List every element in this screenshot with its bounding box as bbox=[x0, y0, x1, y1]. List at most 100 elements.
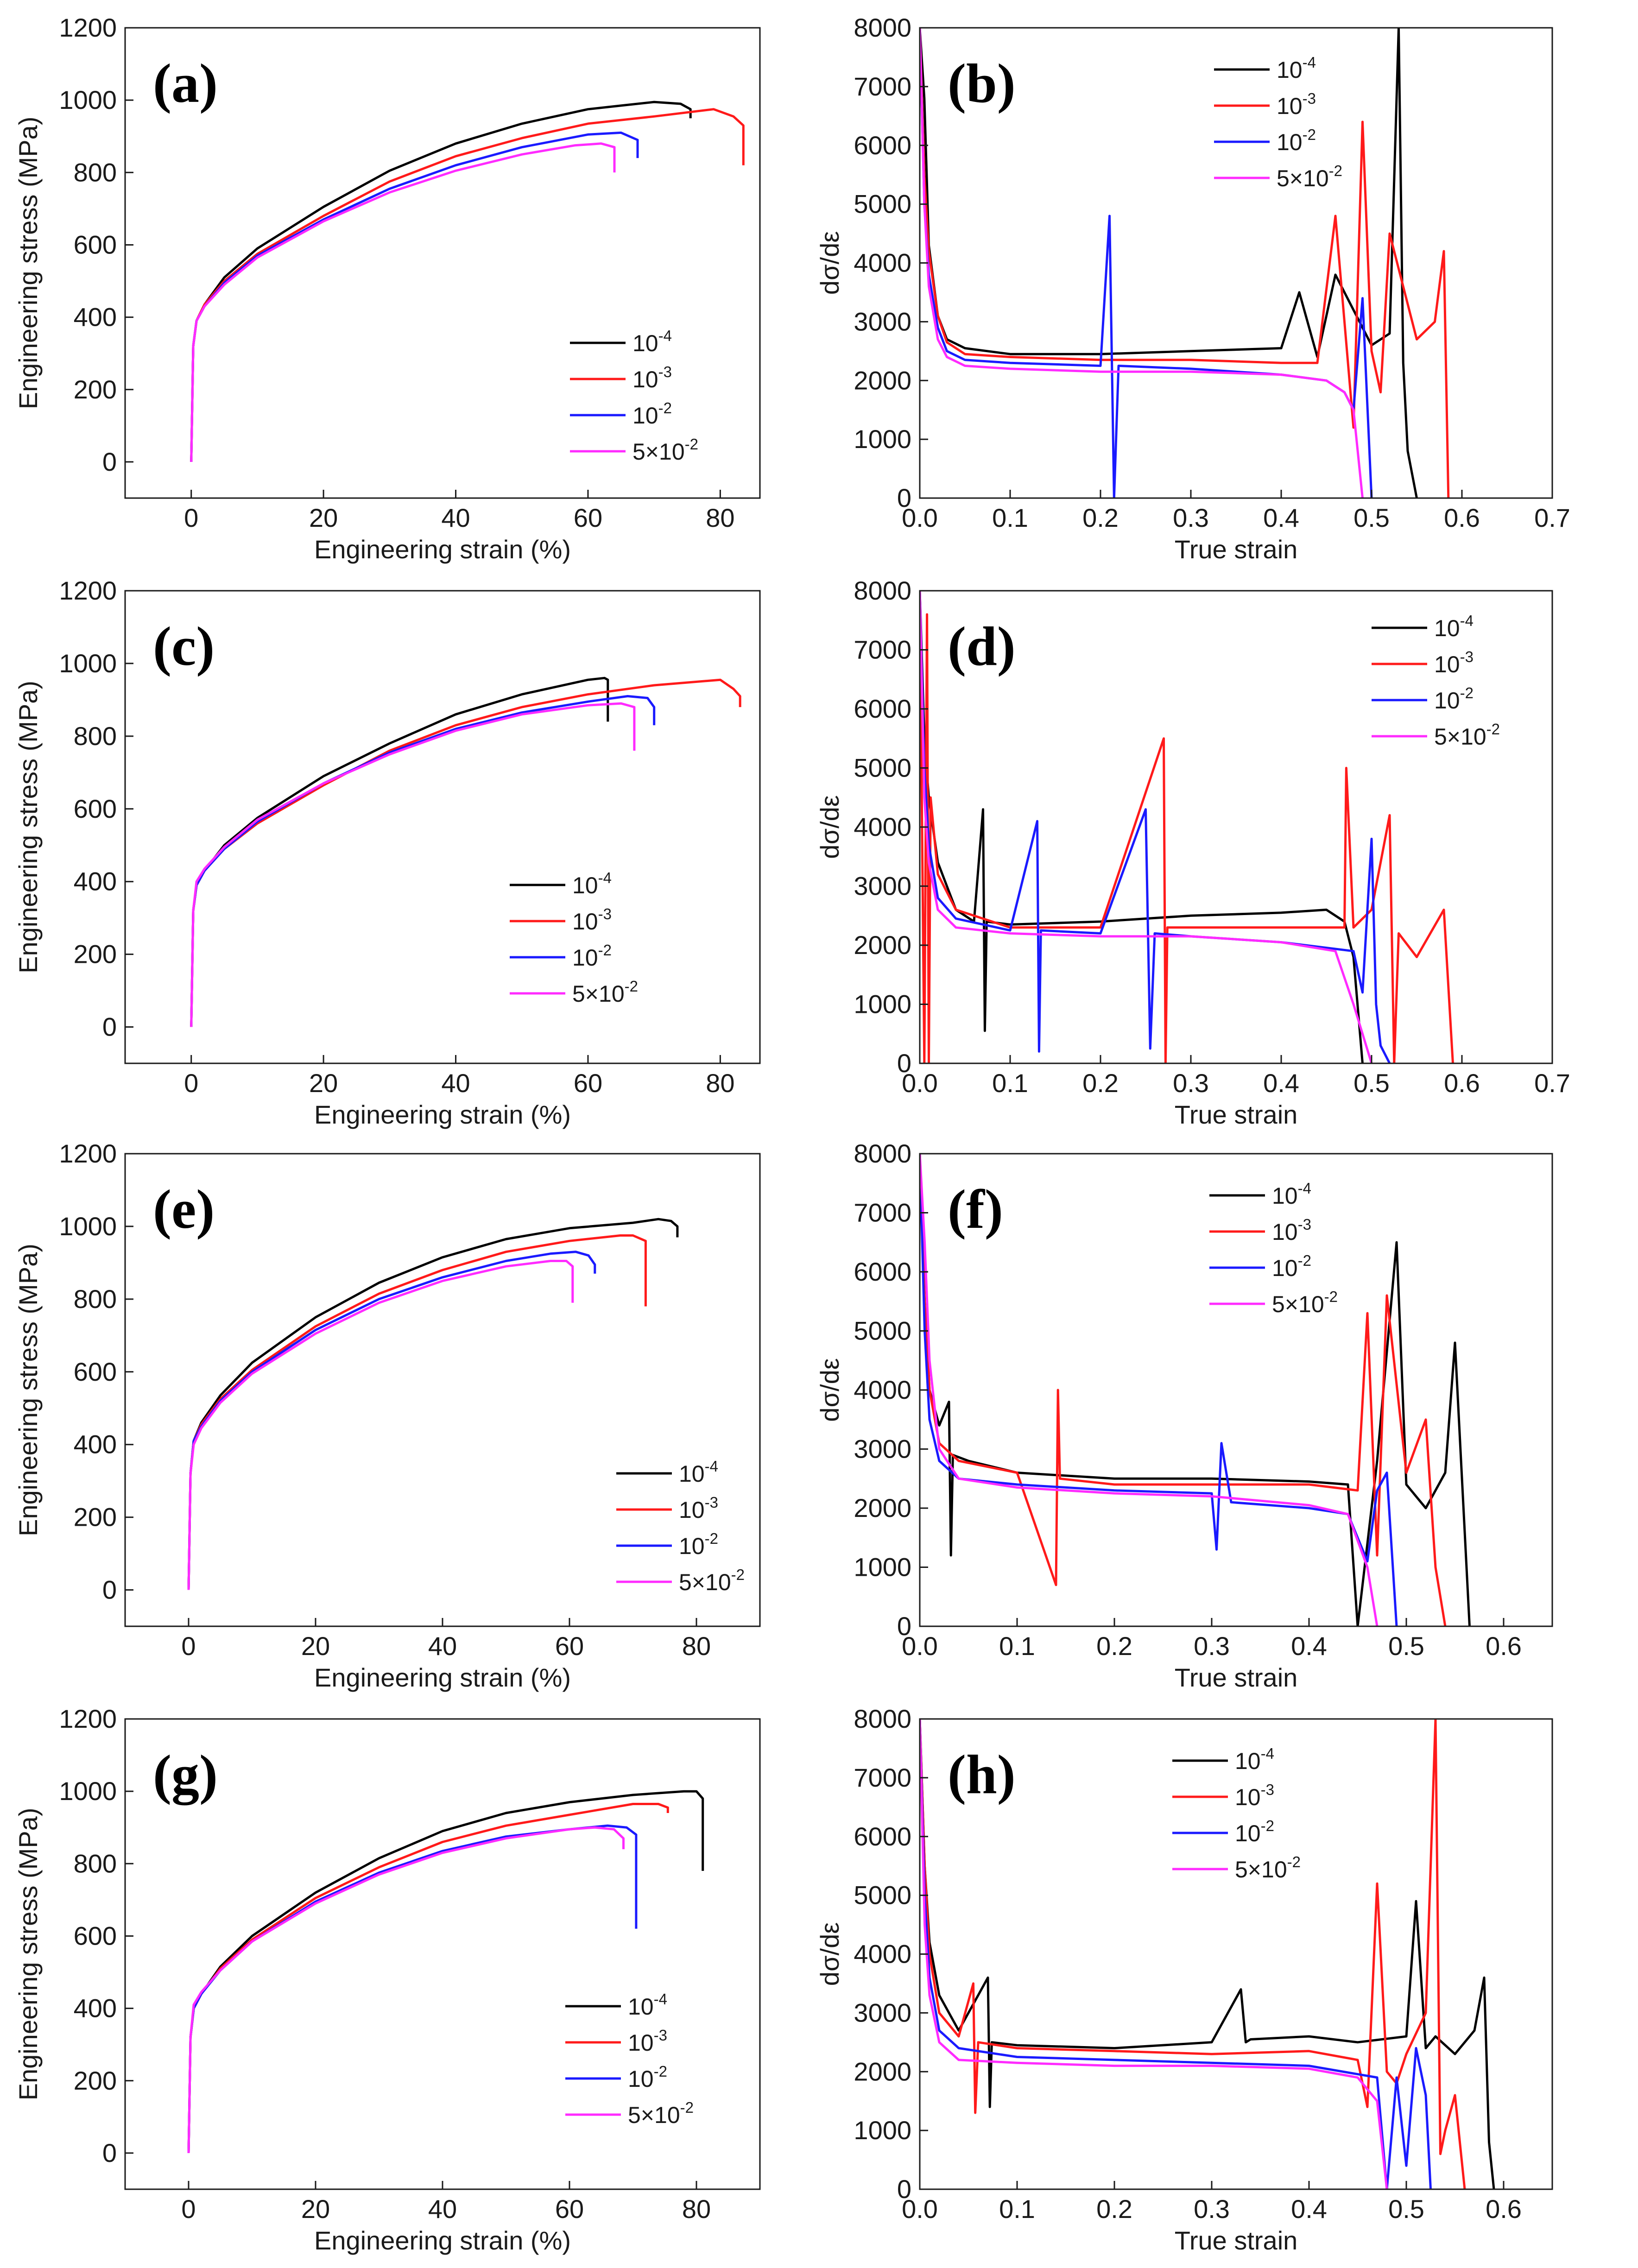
legend-entry: 10-2 bbox=[632, 399, 672, 429]
y-tick-label: 200 bbox=[74, 375, 117, 404]
x-tick-label: 0.4 bbox=[1263, 503, 1299, 532]
y-tick-label: 2000 bbox=[854, 366, 911, 395]
series-group bbox=[920, 1719, 1495, 2189]
y-tick-label: 7000 bbox=[854, 1198, 911, 1227]
y-tick-label: 600 bbox=[74, 1921, 117, 1950]
x-tick-label: 40 bbox=[441, 503, 470, 532]
panel-b: 0.0 0.1 0.2 0.3 0.4 0.5 0.6 0.7 0 1000 2000 3000 400… bbox=[815, 13, 1570, 564]
panel-label: (b) bbox=[948, 52, 1016, 114]
x-tick-label: 0.4 bbox=[1291, 2194, 1327, 2224]
legend: 10-4 10-3 10-2 5×10-2 bbox=[616, 1458, 745, 1595]
y-tick-label: 3000 bbox=[854, 307, 911, 336]
y-tick-label: 6000 bbox=[854, 1822, 911, 1851]
x-tick-label: 0 bbox=[184, 503, 198, 532]
x-tick-label: 0.5 bbox=[1388, 1631, 1424, 1661]
y-tick-label: 1200 bbox=[59, 1139, 117, 1168]
y-tick-label: 200 bbox=[74, 2066, 117, 2095]
panel-h: 0.0 0.1 0.2 0.3 0.4 0.5 0.6 0 1000 2000 3000 4000 50… bbox=[815, 1704, 1553, 2255]
x-axis-label: Engineering strain (%) bbox=[314, 1100, 571, 1129]
y-tick-label: 8000 bbox=[854, 576, 911, 605]
panel-c: 0 20 40 60 80020040060080010001200Engineerin… bbox=[13, 576, 761, 1129]
x-tick-label: 0.2 bbox=[1082, 503, 1119, 532]
legend: 10-4 10-3 10-2 5×10-2 bbox=[1214, 54, 1342, 191]
series-group bbox=[920, 1154, 1471, 1626]
panel-label: (a) bbox=[153, 52, 218, 114]
y-tick-label: 4000 bbox=[854, 248, 911, 278]
y-tick-label: 200 bbox=[74, 940, 117, 969]
series-line-3 bbox=[190, 131, 639, 462]
x-axis-label: Engineering strain (%) bbox=[314, 2226, 571, 2255]
legend: 10-4 10-3 10-2 5×10-2 bbox=[565, 1990, 694, 2128]
series-group bbox=[187, 1790, 704, 2153]
x-tick-label: 0.4 bbox=[1263, 1068, 1299, 1098]
y-tick-label: 1200 bbox=[59, 13, 117, 42]
y-tick-label: 1000 bbox=[59, 1212, 117, 1241]
y-tick-label: 0 bbox=[102, 2138, 117, 2167]
x-tick-label: 0.7 bbox=[1534, 1068, 1570, 1098]
x-tick-label: 40 bbox=[428, 1631, 457, 1661]
legend-entry: 10-2 bbox=[1272, 1252, 1311, 1281]
panel-label: (f) bbox=[948, 1178, 1003, 1240]
y-tick-label: 600 bbox=[74, 1357, 117, 1386]
x-tick-label: 0.3 bbox=[1194, 2194, 1230, 2224]
series-line-2 bbox=[920, 1154, 1447, 1626]
series-line-4 bbox=[920, 28, 1364, 498]
y-tick-label: 1000 bbox=[854, 424, 911, 454]
y-tick-label: 0 bbox=[102, 1012, 117, 1042]
legend-entry: 10-4 bbox=[572, 869, 612, 898]
x-tick-label: 0.0 bbox=[902, 503, 938, 532]
series-line-4 bbox=[190, 142, 616, 462]
legend-entry: 10-3 bbox=[1277, 90, 1316, 119]
y-tick-label: 0 bbox=[897, 1049, 911, 1078]
y-tick-label: 6000 bbox=[854, 131, 911, 160]
plot-frame bbox=[124, 590, 761, 1064]
panel-label: (g) bbox=[153, 1744, 218, 1806]
series-line-1 bbox=[920, 1719, 1495, 2189]
y-tick-label: 7000 bbox=[854, 72, 911, 101]
series-line-1 bbox=[187, 1790, 704, 2153]
legend-entry: 5×10-2 bbox=[679, 1566, 745, 1595]
legend-entry: 10-4 bbox=[679, 1458, 718, 1487]
legend-entry: 10-2 bbox=[572, 941, 612, 971]
series-line-2 bbox=[920, 591, 1454, 1063]
x-axis-label: True strain bbox=[1175, 1100, 1298, 1129]
series-group bbox=[920, 28, 1450, 498]
x-tick-label: 80 bbox=[682, 2194, 711, 2224]
x-tick-label: 0.6 bbox=[1486, 2194, 1522, 2224]
y-tick-label: 8000 bbox=[854, 1139, 911, 1168]
y-axis-label: Engineering stress (MPa) bbox=[13, 681, 43, 973]
x-tick-label: 0 bbox=[184, 1068, 198, 1098]
series-line-1 bbox=[190, 676, 609, 1027]
x-tick-label: 20 bbox=[301, 2194, 330, 2224]
y-tick-label: 200 bbox=[74, 1503, 117, 1532]
y-tick-label: 0 bbox=[897, 1611, 911, 1641]
y-tick-label: 1200 bbox=[59, 1704, 117, 1733]
legend-entry: 10-3 bbox=[572, 905, 612, 935]
x-tick-label: 0 bbox=[181, 1631, 196, 1661]
y-tick-label: 2000 bbox=[854, 1493, 911, 1523]
legend-entry: 10-3 bbox=[632, 363, 672, 392]
series-line-3 bbox=[190, 695, 656, 1027]
x-tick-label: 0.1 bbox=[992, 503, 1028, 532]
y-axis-label: Engineering stress (MPa) bbox=[13, 117, 43, 410]
x-tick-label: 0.2 bbox=[1082, 1068, 1119, 1098]
legend-entry: 10-2 bbox=[1235, 1817, 1274, 1846]
legend-entry: 10-3 bbox=[1272, 1216, 1311, 1245]
x-tick-label: 0.2 bbox=[1096, 2194, 1132, 2224]
x-tick-label: 0.5 bbox=[1353, 1068, 1390, 1098]
legend-entry: 10-4 bbox=[1272, 1180, 1311, 1209]
series-line-2 bbox=[920, 1719, 1466, 2189]
y-tick-label: 5000 bbox=[854, 1881, 911, 1910]
y-tick-label: 4000 bbox=[854, 812, 911, 841]
x-tick-label: 0.0 bbox=[902, 1068, 938, 1098]
series-line-2 bbox=[920, 28, 1450, 498]
x-tick-label: 0.2 bbox=[1096, 1631, 1132, 1661]
x-tick-label: 0.3 bbox=[1194, 1631, 1230, 1661]
legend-entry: 10-4 bbox=[1235, 1745, 1274, 1774]
series-line-4 bbox=[190, 702, 636, 1027]
x-tick-label: 60 bbox=[555, 1631, 584, 1661]
y-tick-label: 1000 bbox=[854, 1553, 911, 1582]
x-tick-label: 0.3 bbox=[1173, 503, 1209, 532]
plot-frame bbox=[124, 1153, 761, 1627]
